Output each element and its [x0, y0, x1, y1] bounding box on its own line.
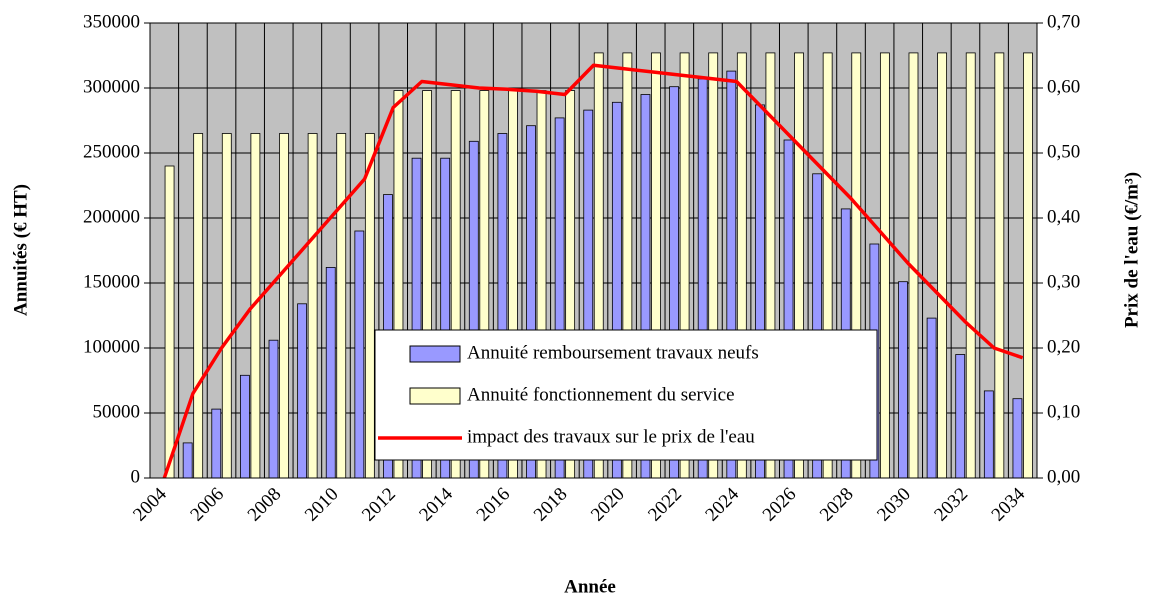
- y2-axis-title: Prix de l'eau (€/m³): [1121, 172, 1142, 328]
- x-tick-label: 2012: [358, 484, 400, 526]
- y2-tick-label: 0,40: [1047, 206, 1080, 227]
- bar: [279, 133, 289, 479]
- bar: [325, 266, 336, 479]
- y2-tick-label: 0,70: [1047, 11, 1080, 32]
- y2-tick-label: 0,00: [1047, 466, 1080, 487]
- y2-tick-label: 0,20: [1047, 336, 1080, 357]
- legend-label: Annuité remboursement travaux neufs: [467, 342, 759, 363]
- bar: [297, 303, 308, 479]
- bar: [164, 165, 175, 479]
- legend-label: impact des travaux sur le prix de l'eau: [467, 426, 755, 447]
- y2-tick-label: 0,10: [1047, 401, 1080, 422]
- y2-tick-label: 0,60: [1047, 76, 1080, 97]
- plot-border: [149, 22, 1038, 479]
- y-tick-label: 350000: [83, 11, 140, 32]
- bar: [239, 374, 250, 479]
- legend-swatch: [409, 345, 461, 363]
- y-tick-label: 250000: [83, 141, 140, 162]
- x-tick-label: 2028: [816, 484, 858, 526]
- y2-tick-label: 0,30: [1047, 271, 1080, 292]
- bar: [211, 408, 222, 479]
- bar: [182, 442, 193, 479]
- line: [162, 63, 1024, 479]
- y2-tick-label: 0,50: [1047, 141, 1080, 162]
- x-axis-title: Année: [564, 576, 616, 597]
- bar: [926, 317, 937, 479]
- y-tick-label: 150000: [83, 271, 140, 292]
- bar: [307, 133, 318, 479]
- y-tick-label: 200000: [83, 206, 140, 227]
- x-tick-label: 2018: [530, 484, 572, 526]
- bar: [193, 133, 204, 479]
- bar: [937, 52, 948, 479]
- x-tick-label: 2034: [988, 483, 1030, 525]
- y-tick-label: 100000: [83, 336, 140, 357]
- y-axis-title: Annuités (€ HT): [10, 184, 31, 316]
- x-tick-label: 2032: [930, 484, 972, 526]
- x-tick-label: 2014: [415, 483, 457, 525]
- x-tick-label: 2026: [759, 484, 801, 526]
- y-tick-label: 0: [131, 466, 141, 487]
- bar: [955, 354, 966, 479]
- bar: [336, 133, 347, 479]
- bar: [1023, 52, 1033, 479]
- bar: [268, 339, 279, 479]
- legend-swatch: [409, 387, 461, 405]
- legend-label: Annuité fonctionnement du service: [467, 384, 735, 405]
- x-tick-label: 2008: [244, 484, 286, 526]
- bar: [879, 52, 890, 479]
- bar: [1012, 398, 1023, 479]
- x-tick-label: 2004: [129, 483, 171, 525]
- bar: [221, 133, 232, 479]
- x-tick-label: 2020: [587, 484, 629, 526]
- x-tick-label: 2030: [873, 484, 915, 526]
- legend: Annuité remboursement travaux neufs Annui…: [374, 329, 878, 461]
- x-tick-label: 2006: [186, 484, 228, 526]
- bar: [994, 52, 1005, 479]
- bar: [364, 133, 375, 479]
- bar: [965, 52, 976, 479]
- y-tick-label: 300000: [83, 76, 140, 97]
- x-tick-label: 2010: [301, 484, 343, 526]
- x-tick-label: 2016: [473, 484, 515, 526]
- bar: [983, 390, 994, 479]
- x-tick-label: 2024: [701, 483, 743, 525]
- x-tick-label: 2022: [644, 484, 686, 526]
- bar: [898, 281, 908, 479]
- bar: [354, 230, 365, 479]
- y-tick-label: 50000: [93, 401, 141, 422]
